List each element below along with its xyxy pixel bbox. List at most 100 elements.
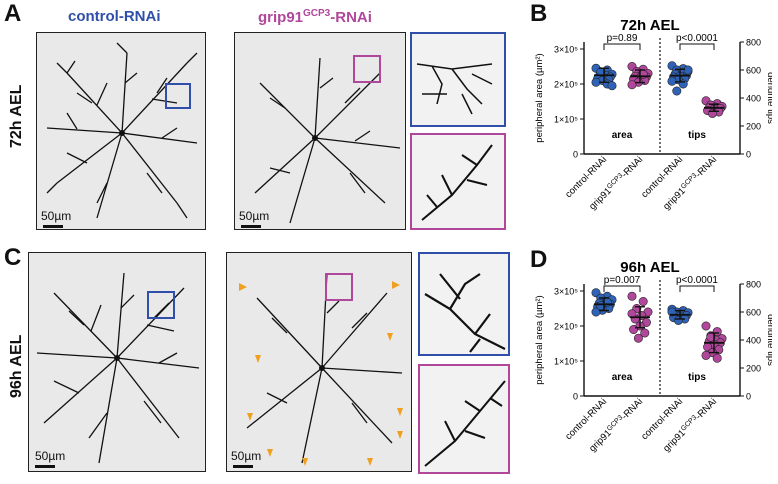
arrowhead-icon bbox=[392, 281, 400, 289]
y-tick-label-left: 2×10⁵ bbox=[554, 322, 578, 332]
y-tick-label-right: 800 bbox=[746, 38, 761, 48]
y-tick-label-left: 1×10⁵ bbox=[554, 357, 578, 367]
group-label: area bbox=[612, 372, 633, 383]
data-point bbox=[683, 65, 693, 75]
panel-letter-b: B bbox=[530, 0, 548, 27]
row-label-72h: 72h AEL bbox=[8, 84, 25, 148]
p-value-label: p<0.0001 bbox=[676, 275, 718, 286]
data-point bbox=[627, 80, 637, 90]
arrowhead-icon bbox=[239, 283, 247, 291]
y-tick-label-left: 0 bbox=[573, 150, 578, 160]
y-tick-label-left: 3×10⁵ bbox=[554, 287, 578, 297]
row-label-96h: 96h AEL bbox=[8, 334, 25, 398]
inset-grip-96h bbox=[418, 364, 510, 474]
data-point bbox=[672, 86, 682, 96]
micrograph-grip-72h: 50µm bbox=[234, 32, 406, 230]
y-tick-label-right: 400 bbox=[746, 336, 761, 346]
panel-letter-d: D bbox=[530, 246, 548, 273]
column-title-grip-suffix: -RNAi bbox=[330, 9, 372, 26]
arrowhead-icon bbox=[247, 413, 253, 421]
column-title-grip: grip91GCP3-RNAi bbox=[258, 8, 372, 26]
y-tick-label-left: 0 bbox=[573, 392, 578, 402]
y-tick-label-right: 800 bbox=[746, 280, 761, 290]
data-point bbox=[707, 108, 717, 118]
significance-bracket bbox=[679, 43, 715, 50]
data-point bbox=[607, 81, 617, 91]
inset-dendrite-drawing bbox=[424, 380, 506, 467]
y-axis-label-right: dendrite tips bbox=[765, 72, 772, 124]
micrograph-control-96h: 50µm bbox=[28, 252, 206, 472]
inset-grip-72h bbox=[410, 133, 506, 230]
p-value-label: p=0.89 bbox=[607, 33, 638, 44]
significance-bracket bbox=[603, 285, 641, 292]
y-tick-label-right: 0 bbox=[746, 392, 751, 402]
inset-dendrite-drawing bbox=[424, 273, 506, 353]
data-point bbox=[640, 328, 650, 338]
micrograph-grip-96h: 50µm bbox=[226, 252, 412, 472]
y-tick-label-right: 200 bbox=[746, 122, 761, 132]
chart-title: 96h AEL bbox=[620, 262, 679, 276]
scale-bar bbox=[241, 225, 261, 228]
neuron-drawing bbox=[254, 57, 401, 224]
column-title-grip-base: grip91 bbox=[258, 9, 304, 26]
inset-control-96h bbox=[418, 252, 510, 356]
inset-dendrite-drawing bbox=[416, 63, 493, 115]
inset-box-control-72h bbox=[165, 83, 191, 109]
y-tick-label-right: 600 bbox=[746, 308, 761, 318]
data-point bbox=[591, 77, 601, 87]
inset-box-grip-72h bbox=[353, 55, 381, 83]
inset-box-grip-96h bbox=[325, 273, 353, 301]
inset-box-control-96h bbox=[147, 291, 175, 319]
group-label: tips bbox=[688, 372, 706, 383]
scale-bar-label: 50µm bbox=[239, 209, 270, 223]
data-point bbox=[627, 291, 637, 301]
data-point bbox=[673, 315, 683, 325]
column-title-control: control-RNAi bbox=[68, 8, 161, 25]
scale-bar bbox=[35, 465, 55, 468]
y-axis-label-right: dendrite tips bbox=[765, 314, 772, 366]
y-tick-label-right: 0 bbox=[746, 150, 751, 160]
p-value-label: p=0.007 bbox=[604, 275, 641, 286]
neuron-drawing bbox=[239, 272, 403, 466]
y-tick-label-right: 200 bbox=[746, 364, 761, 374]
arrowhead-icon bbox=[255, 355, 261, 363]
panel-letter-c: C bbox=[4, 244, 22, 271]
y-axis-label-left: peripheral area (µm²) bbox=[534, 295, 545, 384]
data-point bbox=[633, 333, 643, 343]
neuron-drawing bbox=[46, 42, 198, 219]
inset-control-72h bbox=[410, 32, 506, 127]
group-label: tips bbox=[688, 130, 706, 141]
data-point bbox=[629, 324, 639, 334]
arrowhead-icons bbox=[239, 281, 403, 466]
p-value-label: p<0.0001 bbox=[676, 33, 718, 44]
data-point bbox=[712, 353, 722, 363]
group-label: area bbox=[612, 130, 633, 141]
arrowhead-icon bbox=[397, 408, 403, 416]
column-title-grip-superscript: GCP3 bbox=[303, 8, 331, 19]
y-tick-label-left: 2×10⁵ bbox=[554, 80, 578, 90]
scale-bar-label: 50µm bbox=[41, 209, 72, 223]
chart-d: 96h AEL 0 1×10⁵ 2×10⁵ 3×10⁵ 0 200 400 600 800 peri… bbox=[534, 262, 772, 454]
arrowhead-icon bbox=[302, 458, 308, 466]
scale-bar-label: 50µm bbox=[35, 449, 66, 463]
y-tick-label-left: 1×10⁵ bbox=[554, 115, 578, 125]
data-point bbox=[638, 296, 648, 306]
y-tick-label-right: 400 bbox=[746, 94, 761, 104]
data-point bbox=[667, 76, 677, 86]
y-tick-label-left: 3×10⁵ bbox=[554, 45, 578, 55]
chart-b: 72h AEL 0 1×10⁵ 2×10⁵ 3×10⁵ 0 200 400 600 800 peri… bbox=[534, 20, 772, 212]
arrowhead-icon bbox=[367, 458, 373, 466]
panel-letter-a: A bbox=[4, 0, 22, 27]
y-axis-label-left: peripheral area (µm²) bbox=[534, 53, 545, 142]
scale-bar bbox=[43, 225, 63, 228]
arrowhead-icon bbox=[397, 431, 403, 439]
neuron-drawing bbox=[36, 272, 200, 464]
significance-bracket bbox=[679, 285, 715, 292]
arrowhead-icon bbox=[387, 333, 393, 341]
y-tick-label-right: 600 bbox=[746, 66, 761, 76]
significance-bracket bbox=[603, 43, 641, 50]
data-point bbox=[701, 321, 711, 331]
chart-title: 72h AEL bbox=[620, 20, 679, 34]
inset-dendrite-drawing bbox=[421, 144, 493, 221]
data-point bbox=[591, 307, 601, 317]
